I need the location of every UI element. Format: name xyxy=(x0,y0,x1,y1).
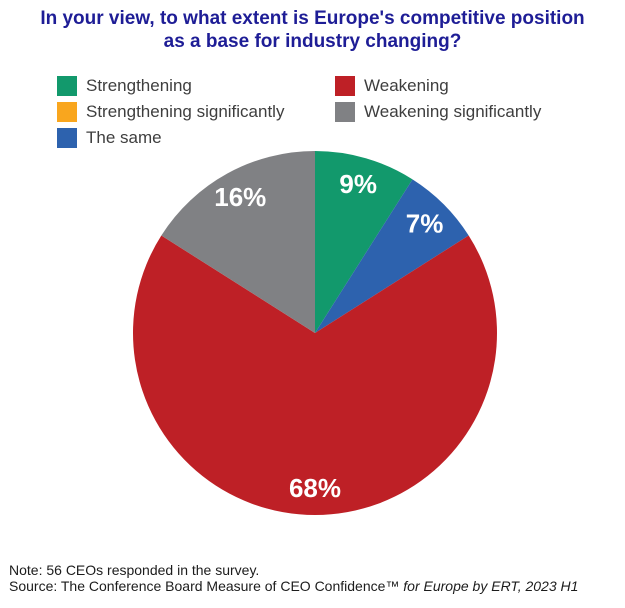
pie-slice-the-same xyxy=(315,179,469,333)
legend-column-left: Strengthening Strengthening significantl… xyxy=(57,76,284,148)
pie-slice-weakening xyxy=(132,235,498,515)
source-text-italic: for Europe by ERT, 2023 H1 xyxy=(403,578,579,594)
legend-swatch-strengthening-significantly xyxy=(57,102,77,122)
chart-title-line1: In your view, to what extent is Europe's… xyxy=(40,8,585,29)
legend-swatch-the-same xyxy=(57,128,77,148)
pie-slice-strengthening xyxy=(315,151,413,333)
note-text: Note: 56 CEOs responded in the survey. xyxy=(9,562,260,578)
legend-label: The same xyxy=(86,128,162,147)
legend-item-weakening-significantly: Weakening significantly xyxy=(335,102,541,122)
legend-label: Weakening xyxy=(364,76,449,95)
legend-column-right: Weakening Weakening significantly xyxy=(335,76,541,122)
chart-footer: Note: 56 CEOs responded in the survey. S… xyxy=(9,562,578,594)
legend-swatch-weakening-significantly xyxy=(335,102,355,122)
legend-item-weakening: Weakening xyxy=(335,76,541,96)
legend-item-strengthening: Strengthening xyxy=(57,76,284,96)
legend-swatch-weakening xyxy=(335,76,355,96)
pie-slice-label-the-same: 7% xyxy=(406,208,444,238)
legend-label: Strengthening significantly xyxy=(86,102,285,121)
pie-slice-label-strengthening: 9% xyxy=(339,169,377,199)
chart-title-line2: as a base for industry changing? xyxy=(163,31,462,52)
pie-slice-weakening-significantly xyxy=(161,151,315,333)
legend-label: Weakening significantly xyxy=(364,102,542,121)
legend-item-strengthening-significantly: Strengthening significantly xyxy=(57,102,284,122)
source-text: Source: The Conference Board Measure of … xyxy=(9,578,578,594)
legend-item-the-same: The same xyxy=(57,128,284,148)
pie-slice-label-weakening: 68% xyxy=(289,473,341,503)
source-text-regular: Source: The Conference Board Measure of … xyxy=(9,578,404,594)
chart-title: In your view, to what extent is Europe's… xyxy=(0,7,625,53)
legend-swatch-strengthening xyxy=(57,76,77,96)
legend-label: Strengthening xyxy=(86,76,192,95)
pie-slice-label-weakening-significantly: 16% xyxy=(214,182,266,212)
